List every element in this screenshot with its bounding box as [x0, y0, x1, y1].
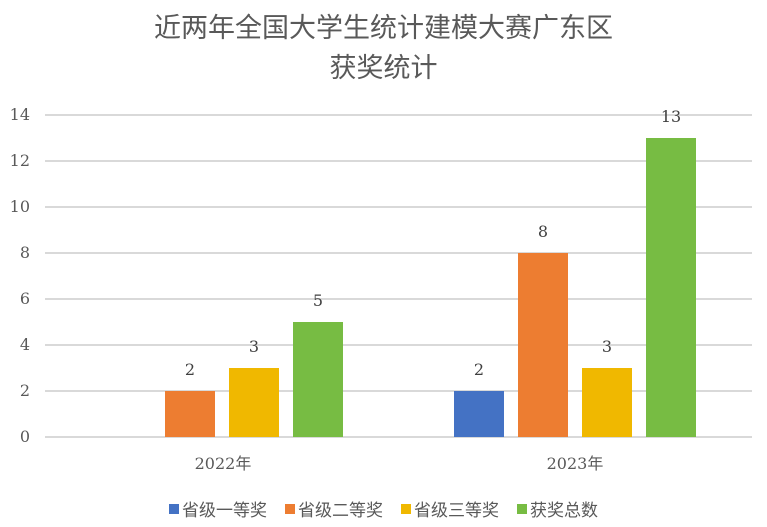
- legend-swatch-icon: [401, 503, 411, 514]
- gridline: [45, 344, 752, 346]
- value-label: 3: [248, 337, 260, 356]
- bar-2023-total: [646, 138, 696, 437]
- value-label: 3: [601, 337, 613, 356]
- value-label: 5: [312, 291, 324, 310]
- legend-swatch-icon: [517, 503, 527, 514]
- legend-label: 省级三等奖: [414, 501, 499, 521]
- gridline: [45, 206, 752, 208]
- y-tick-12: 12: [9, 151, 30, 170]
- legend-label: 获奖总数: [530, 501, 598, 521]
- value-label: 8: [537, 222, 549, 241]
- x-label-2023: 2023年: [546, 454, 604, 473]
- legend-item-provincial-first[interactable]: 省级一等奖: [169, 496, 267, 521]
- bar-2023-provincial-first: [454, 391, 504, 437]
- gridline: [45, 160, 752, 162]
- legend-swatch-icon: [285, 503, 295, 514]
- value-label: 2: [473, 360, 485, 379]
- y-tick-0: 0: [19, 427, 30, 446]
- legend-swatch-icon: [169, 503, 179, 514]
- legend: 省级一等奖 省级二等奖 省级三等奖 获奖总数: [0, 496, 767, 521]
- bar-2023-provincial-third: [582, 368, 632, 437]
- value-label: 2: [184, 360, 196, 379]
- value-label: 13: [660, 107, 682, 126]
- bar-2023-provincial-second: [518, 253, 568, 437]
- legend-item-provincial-second[interactable]: 省级二等奖: [285, 496, 383, 521]
- chart-title-line1: 近两年全国大学生统计建模大赛广东区: [154, 13, 613, 44]
- gridline: [45, 114, 752, 116]
- y-tick-14: 14: [9, 105, 30, 124]
- gridline: [45, 298, 752, 300]
- bar-2022-total: [293, 322, 343, 437]
- gridline: [45, 252, 752, 254]
- legend-item-total[interactable]: 获奖总数: [517, 496, 598, 521]
- gridline: [45, 390, 752, 392]
- bar-2022-provincial-third: [229, 368, 279, 437]
- chart-title-line2: 获奖统计: [329, 53, 438, 84]
- y-tick-2: 2: [19, 381, 30, 400]
- y-tick-4: 4: [19, 335, 30, 354]
- y-tick-6: 6: [19, 289, 30, 308]
- legend-label: 省级一等奖: [182, 501, 267, 521]
- bar-2022-provincial-second: [165, 391, 215, 437]
- y-tick-10: 10: [9, 197, 30, 216]
- legend-label: 省级二等奖: [298, 501, 383, 521]
- y-tick-8: 8: [19, 243, 30, 262]
- x-label-2022: 2022年: [194, 454, 252, 473]
- x-axis-baseline: [45, 436, 752, 438]
- legend-item-provincial-third[interactable]: 省级三等奖: [401, 496, 499, 521]
